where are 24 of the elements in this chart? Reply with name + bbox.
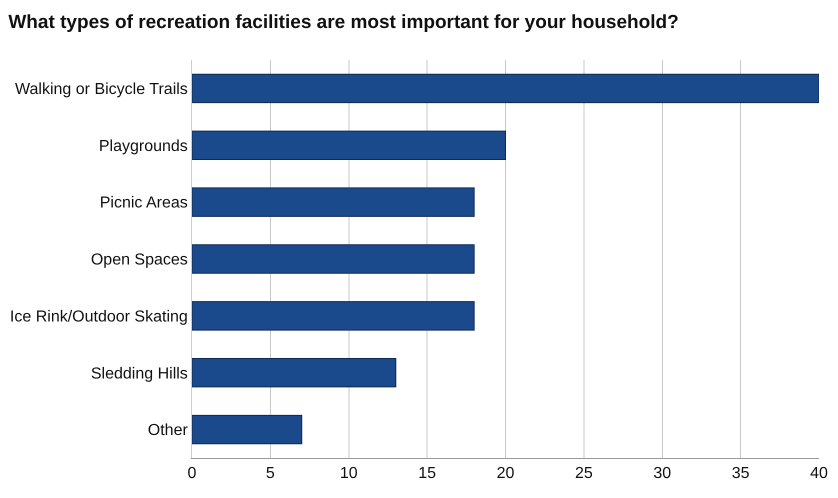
x-tick-label: 40	[810, 465, 828, 482]
bar	[192, 358, 396, 388]
bar	[192, 130, 506, 160]
chart-title: What types of recreation facilities are most important for your household?	[8, 12, 679, 34]
y-tick-label: Sledding Hills	[90, 365, 188, 382]
y-tick-label: Other	[148, 422, 188, 440]
y-tick-label: Playgrounds	[98, 138, 188, 155]
y-tick-label: Picnic Areas	[100, 194, 188, 212]
y-tick-label: Open Spaces	[90, 252, 188, 269]
bar	[192, 74, 819, 104]
bar	[192, 414, 302, 444]
x-tick-label: 0	[188, 465, 197, 482]
y-tick-label: Walking or Bicycle Trails	[15, 81, 188, 98]
x-tick-label: 20	[496, 465, 514, 482]
x-tick-label: 15	[418, 465, 436, 482]
bar	[192, 187, 475, 217]
x-tick-label: 35	[732, 465, 750, 482]
x-tick-label: 5	[266, 465, 275, 482]
bar	[192, 301, 475, 331]
y-tick-label: Ice Rink/Outdoor Skating	[10, 308, 188, 326]
x-tick-label: 25	[574, 465, 593, 482]
x-tick-label: 10	[340, 465, 358, 482]
x-tick-label: 30	[653, 465, 672, 482]
bar	[192, 244, 475, 274]
